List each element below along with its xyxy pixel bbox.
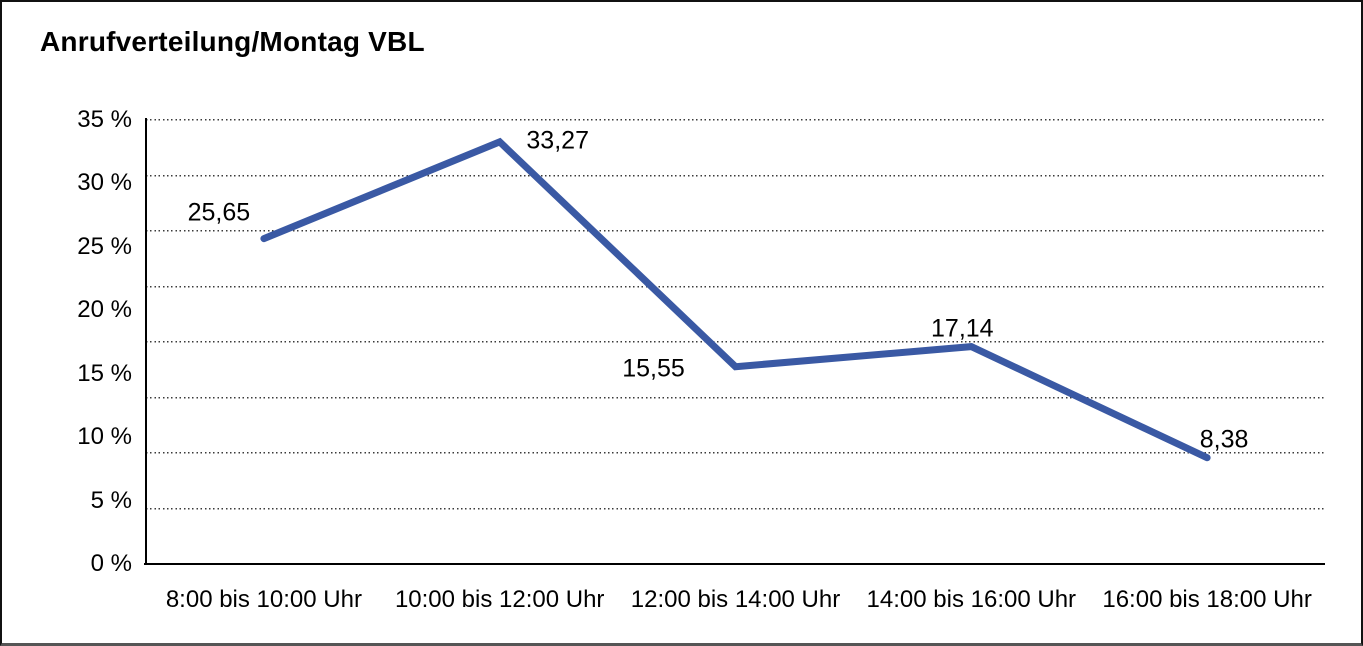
gridline bbox=[146, 396, 1325, 399]
y-axis-tick-label: 5 % bbox=[90, 486, 132, 514]
y-axis-tick-label: 20 % bbox=[77, 296, 132, 324]
gridline bbox=[146, 174, 1325, 177]
gridline bbox=[146, 452, 1325, 454]
y-axis-line bbox=[145, 118, 147, 564]
x-axis-category-label: 14:00 bis 16:00 Uhr bbox=[866, 586, 1077, 613]
gridline bbox=[146, 230, 1325, 232]
x-axis-category-label: 8:00 bis 10:00 Uhr bbox=[165, 586, 362, 613]
gridline bbox=[146, 507, 1325, 510]
x-axis-category-label: 16:00 bis 18:00 Uhr bbox=[1102, 586, 1312, 613]
y-axis-tick-label: 10 % bbox=[77, 423, 132, 451]
data-point-label: 15,55 bbox=[622, 354, 685, 383]
x-axis-category-label: 10:00 bis 12:00 Uhr bbox=[394, 586, 605, 613]
gridline bbox=[146, 341, 1325, 343]
x-axis-line bbox=[144, 563, 1325, 565]
series-line bbox=[260, 137, 1211, 462]
data-point-label: 8,38 bbox=[1199, 425, 1249, 454]
y-axis-tick-label: 30 % bbox=[77, 169, 132, 197]
x-axis-category-label: 12:00 bis 14:00 Uhr bbox=[630, 586, 841, 613]
y-axis-tick-label: 0 % bbox=[90, 550, 132, 577]
y-axis-tick-label: 15 % bbox=[77, 359, 132, 387]
y-axis-tick-label: 25 % bbox=[77, 232, 132, 260]
gridline bbox=[146, 285, 1325, 288]
y-axis-tick-label: 35 % bbox=[77, 106, 132, 133]
data-point-label: 33,27 bbox=[526, 126, 589, 155]
data-point-label: 25,65 bbox=[187, 198, 251, 227]
data-point-label: 17,14 bbox=[931, 314, 994, 343]
chart-title: Anrufverteilung/Montag VBL bbox=[40, 26, 425, 57]
gridline bbox=[146, 119, 1325, 121]
